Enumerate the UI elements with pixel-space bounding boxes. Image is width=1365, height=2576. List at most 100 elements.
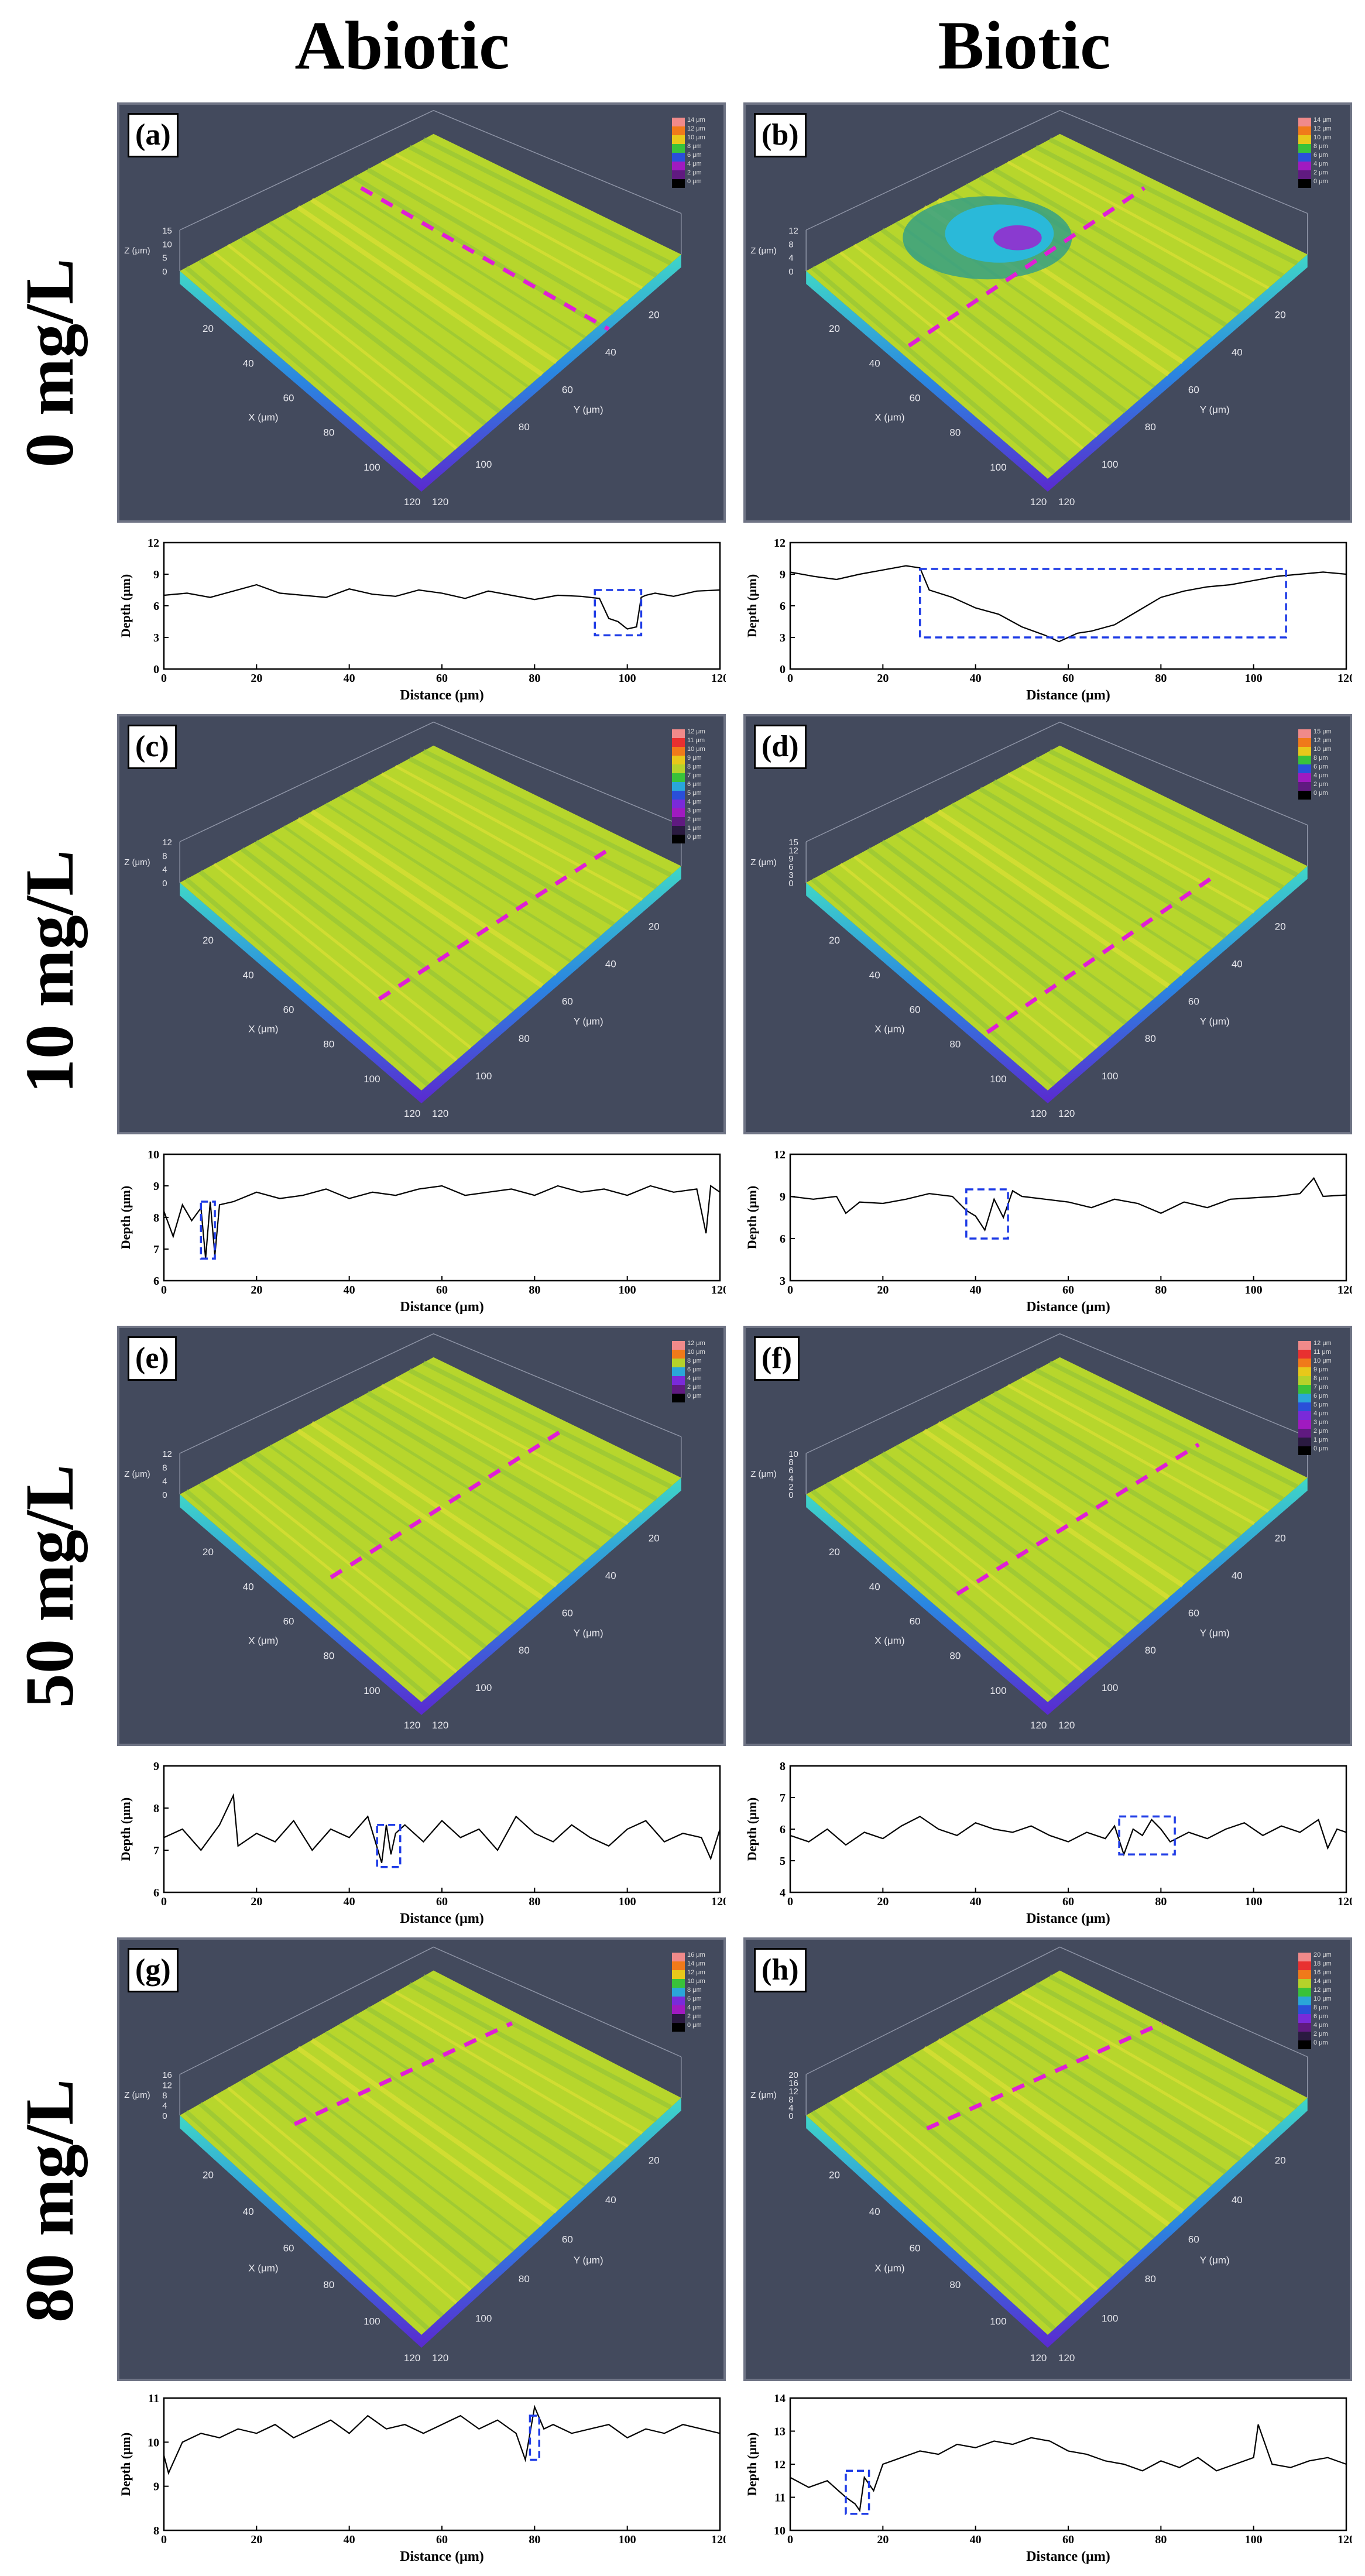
- y-tick-label: 9: [153, 1760, 159, 1773]
- surface-panel: 20 20 40 40 60 60 80 80 100 100 120 120 X (μm) Y (μm)…: [117, 1326, 726, 1746]
- legend-entry: 9 μm: [1298, 1366, 1333, 1376]
- x-tick-label: 0: [787, 2533, 793, 2546]
- x-tick-label: 0: [787, 1284, 793, 1296]
- legend-entry: 7 μm: [1298, 1384, 1333, 1394]
- z-tick-label: 15: [788, 838, 798, 848]
- y-tick-label: 13: [774, 2426, 786, 2438]
- legend-entry: 14 μm: [672, 1960, 707, 1970]
- z-tick-label: 12: [788, 2087, 798, 2097]
- x-tick-label: 100: [619, 672, 636, 685]
- y-tick-label: 80: [1145, 421, 1156, 433]
- y-tick-label: 60: [1188, 384, 1199, 395]
- y-tick-label: 60: [1188, 996, 1199, 1007]
- row-header-0mg: 0 mg/L: [11, 258, 88, 468]
- z-tick-label: 0: [788, 2111, 793, 2121]
- x-tick-label: 80: [529, 1895, 540, 1908]
- x-tick-label: 120: [711, 2533, 726, 2546]
- x-tick-label: 40: [869, 1581, 880, 1592]
- z-tick-label: 16: [162, 2070, 172, 2080]
- x-tick-label: 80: [1155, 2533, 1167, 2546]
- x-tick-label: 40: [243, 1581, 254, 1592]
- depth-profile-chart: 0 20 40 60 80 100 120 3 6 9 12 Distance (μm) Depth (…: [743, 1147, 1352, 1317]
- x-tick-label: 120: [711, 1284, 726, 1296]
- y-tick-label: 8: [153, 1212, 159, 1224]
- x-tick-label: 20: [829, 2170, 840, 2181]
- row-header-50mg: 50 mg/L: [11, 1464, 88, 1709]
- x-tick-label: 120: [1337, 672, 1352, 685]
- color-legend: 12 μm 11 μm 10 μm 9 μm 8 μm 7 μm 6 μm 5 μm 4 μm 3…: [1298, 1340, 1333, 1455]
- y-tick-label: 20: [1275, 310, 1286, 321]
- y-tick-label: 20: [649, 1533, 660, 1544]
- legend-entry: 1 μm: [1298, 1436, 1333, 1446]
- highlight-box: [594, 589, 643, 637]
- x-tick-label: 20: [877, 1895, 889, 1908]
- surface-panel: 20 20 40 40 60 60 80 80 100 100 120 120 X (μm) Y (μm)…: [743, 1937, 1352, 2381]
- z-axis-label: Z (μm): [750, 246, 776, 256]
- x-tick-label: 20: [251, 672, 262, 685]
- depth-profile-line: [790, 2424, 1347, 2513]
- depth-profile-chart: 0 20 40 60 80 100 120 0 3 6 9 12 Distance (μm) Depth …: [743, 536, 1352, 705]
- legend-entry: 10 μm: [672, 1349, 707, 1359]
- legend-entry: 6 μm: [672, 781, 707, 791]
- x-tick-label: 40: [869, 2206, 880, 2217]
- y-tick-label: 60: [562, 2234, 573, 2245]
- z-tick-label: 0: [162, 1490, 167, 1500]
- y-tick-label: 60: [1188, 2234, 1199, 2245]
- legend-entry: 2 μm: [1298, 2030, 1333, 2040]
- legend-entry: 4 μm: [672, 160, 707, 170]
- x-tick-label: 20: [251, 2533, 262, 2546]
- x-tick-label: 60: [283, 1616, 294, 1627]
- z-tick-label: 4: [162, 865, 167, 875]
- x-tick-label: 40: [344, 672, 355, 685]
- y-tick-label: 10: [774, 2524, 786, 2537]
- x-tick-label: 80: [1155, 1284, 1167, 1296]
- depth-profile-line: [790, 1816, 1347, 1857]
- z-tick-label: 4: [788, 2103, 793, 2113]
- x-tick-label: 40: [970, 2533, 982, 2546]
- y-tick-label: 120: [432, 2352, 448, 2364]
- legend-entry: 4 μm: [1298, 1410, 1333, 1420]
- y-tick-label: 20: [649, 2155, 660, 2166]
- legend-entry: 12 μm: [1298, 1987, 1333, 1997]
- x-tick-label: 120: [1030, 1108, 1047, 1119]
- legend-entry: 2 μm: [672, 169, 707, 179]
- x-tick-label: 40: [869, 358, 880, 369]
- y-tick-label: 120: [1058, 1108, 1075, 1119]
- legend-entry: 14 μm: [672, 116, 707, 126]
- depth-profile-chart: 0 20 40 60 80 100 120 8 9 10 11 Distance (μm) Depth …: [117, 2391, 726, 2567]
- y-axis-label: Y (μm): [574, 2255, 603, 2266]
- y-axis-label: Y (μm): [1200, 1016, 1230, 1027]
- legend-entry: 4 μm: [672, 2004, 707, 2014]
- y-tick-label: 100: [475, 2313, 492, 2324]
- z-tick-label: 4: [788, 253, 793, 263]
- z-tick-label: 5: [162, 253, 167, 263]
- x-tick-label: 60: [1062, 1284, 1074, 1296]
- x-tick-label: 100: [990, 1685, 1006, 1696]
- z-tick-label: 6: [788, 862, 793, 872]
- surface-side-right: [421, 254, 681, 492]
- surface-side-left: [180, 2115, 421, 2348]
- color-legend: 20 μm 18 μm 16 μm 14 μm 12 μm 10 μm 8 μm 6 μm 4 …: [1298, 1951, 1333, 2049]
- x-tick-label: 60: [1062, 1895, 1074, 1908]
- x-tick-label: 20: [877, 672, 889, 685]
- x-tick-label: 0: [161, 1895, 167, 1908]
- y-tick-label: 11: [148, 2392, 159, 2405]
- y-tick-label: 80: [519, 1645, 530, 1656]
- x-axis-label: Distance (μm): [400, 1299, 484, 1315]
- corrosion-pit-core: [993, 225, 1042, 251]
- column-header-abiotic: Abiotic: [294, 7, 510, 84]
- depth-profile-chart: 0 20 40 60 80 100 120 6 7 8 9 10 Distance (μm) Depth …: [117, 1147, 726, 1317]
- x-tick-label: 0: [161, 672, 167, 685]
- legend-entry: 0 μm: [1298, 1445, 1333, 1455]
- x-axis-label: Distance (μm): [1026, 1299, 1110, 1315]
- x-axis-label: X (μm): [874, 1635, 904, 1646]
- y-tick-label: 120: [1058, 2352, 1075, 2364]
- x-tick-label: 80: [529, 1284, 540, 1296]
- legend-entry: 10 μm: [1298, 1357, 1333, 1367]
- legend-entry: 8 μm: [672, 1357, 707, 1367]
- color-legend: 15 μm 12 μm 10 μm 8 μm 6 μm 4 μm 2 μm 0 μm: [1298, 728, 1333, 800]
- x-axis-label: Distance (μm): [400, 2549, 484, 2564]
- x-tick-label: 20: [877, 1284, 889, 1296]
- surface-top: [806, 1357, 1308, 1702]
- legend-entry: 7 μm: [672, 772, 707, 782]
